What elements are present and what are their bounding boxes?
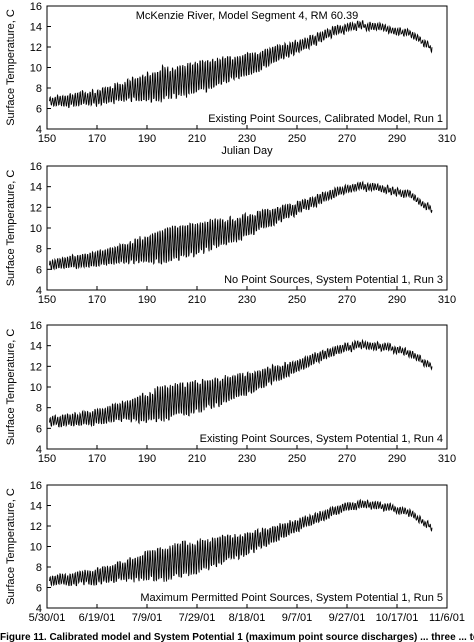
y-axis-label: Surface Temperature, C [5,329,17,446]
chart-panel-1: 4 6 8 10 12 14 16 150 170 190 210 230 250 270 290 310 Su… [5,1,456,157]
x-tick-label: 210 [188,453,206,465]
y-axis-label: Surface Temperature, C [5,170,17,287]
x-tick-label: 210 [188,294,206,306]
x-tick-label: 270 [338,294,356,306]
y-tick-label: 6 [36,104,42,116]
y-tick-label: 10 [30,382,42,394]
x-tick-label: 190 [138,453,156,465]
y-tick-label: 6 [36,423,42,435]
run-annotation: Existing Point Sources, System Potential… [200,433,443,445]
x-tick-label: 6/19/01 [79,612,116,624]
y-tick-label: 4 [36,285,42,297]
x-tick-label: 230 [238,294,256,306]
chart-panel-3: 4 6 8 10 12 14 16 150 170 190 210 230 250 270 290 310 Su… [5,320,456,465]
x-tick-label: 7/29/01 [179,612,216,624]
y-tick-label: 10 [30,542,42,554]
temperature-line [49,180,433,271]
x-tick-label: 290 [388,294,406,306]
run-annotation: Existing Point Sources, Calibrated Model… [208,113,443,125]
temperature-line [49,338,433,428]
x-tick-label: 290 [388,453,406,465]
y-tick-label: 16 [30,161,42,173]
y-tick-label: 12 [30,42,42,54]
figure-caption: Figure 11. Calibrated model and System P… [0,632,474,642]
x-tick-label: 290 [388,133,406,145]
y-tick-label: 14 [30,501,42,513]
x-tick-label: 9/7/01 [282,612,313,624]
x-tick-label: 5/30/01 [29,612,66,624]
y-tick-label: 4 [36,444,42,456]
x-tick-label: 270 [338,133,356,145]
x-tick-label: 310 [438,294,456,306]
x-tick-label: 310 [438,453,456,465]
y-tick-label: 6 [36,583,42,595]
x-tick-label: 250 [288,453,306,465]
y-tick-label: 16 [30,480,42,492]
x-tick-label: 230 [238,453,256,465]
temperature-line [49,20,433,109]
y-axis-label: Surface Temperature, C [5,9,17,126]
run-annotation: No Point Sources, System Potential 1, Ru… [224,274,443,286]
y-tick-label: 16 [30,320,42,332]
x-tick-label: 190 [138,133,156,145]
chart-panel-4: 4 6 8 10 12 14 16 5/30/01 6/19/01 7/9/01 7/29/01 8/… [5,480,465,624]
x-tick-label: 250 [288,294,306,306]
x-tick-label: 170 [88,453,106,465]
chart-title: McKenzie River, Model Segment 4, RM 60.3… [136,10,359,22]
x-tick-label: 150 [38,453,56,465]
x-tick-label: 150 [38,294,56,306]
x-tick-label: 170 [88,133,106,145]
y-tick-label: 10 [30,63,42,75]
y-tick-label: 8 [36,244,42,256]
x-tick-label: 10/17/01 [376,612,419,624]
x-tick-label: 170 [88,294,106,306]
x-tick-label: 11/6/01 [429,612,465,624]
y-axis-label: Surface Temperature, C [5,488,17,605]
run-annotation: Maximum Permitted Point Sources, System … [140,592,443,604]
y-tick-label: 4 [36,603,42,615]
temperature-line [49,498,433,587]
y-tick-label: 14 [30,182,42,194]
y-tick-label: 16 [30,1,42,13]
x-tick-label: 8/18/01 [229,612,266,624]
x-tick-label: 7/9/01 [132,612,163,624]
y-tick-label: 8 [36,83,42,95]
x-tick-label: 190 [138,294,156,306]
x-tick-label: 250 [288,133,306,145]
y-tick-label: 8 [36,562,42,574]
x-tick-label: 270 [338,453,356,465]
y-tick-label: 8 [36,403,42,415]
x-tick-label: 310 [438,133,456,145]
x-tick-label: 150 [38,133,56,145]
y-tick-label: 14 [30,22,42,34]
chart-panel-2: 4 6 8 10 12 14 16 150 170 190 210 230 250 270 290 310 Su… [5,161,456,306]
x-tick-label: 210 [188,133,206,145]
y-tick-label: 14 [30,341,42,353]
y-tick-label: 12 [30,521,42,533]
y-tick-label: 6 [36,264,42,276]
x-tick-label: 230 [238,133,256,145]
x-tick-label: 9/27/01 [329,612,366,624]
x-axis-label: Julian Day [221,145,273,157]
y-tick-label: 4 [36,124,42,136]
y-tick-label: 12 [30,361,42,373]
y-tick-label: 12 [30,202,42,214]
y-tick-label: 10 [30,223,42,235]
